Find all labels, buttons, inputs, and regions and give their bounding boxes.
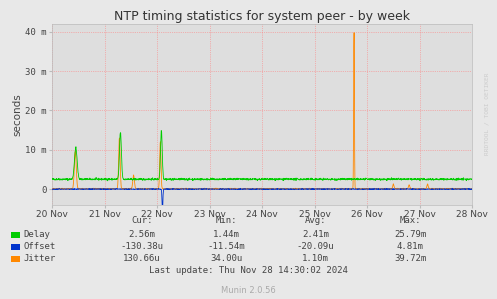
Text: Max:: Max: bbox=[399, 216, 421, 225]
Text: Delay: Delay bbox=[24, 230, 51, 239]
Title: NTP timing statistics for system peer - by week: NTP timing statistics for system peer - … bbox=[114, 10, 410, 23]
Text: 1.10m: 1.10m bbox=[302, 254, 329, 263]
Text: 39.72m: 39.72m bbox=[394, 254, 426, 263]
Text: RRDTOOL / TOBI OETIKER: RRDTOOL / TOBI OETIKER bbox=[485, 72, 490, 155]
Text: Last update: Thu Nov 28 14:30:02 2024: Last update: Thu Nov 28 14:30:02 2024 bbox=[149, 266, 348, 275]
Text: Jitter: Jitter bbox=[24, 254, 56, 263]
Text: 1.44m: 1.44m bbox=[213, 230, 240, 239]
Text: -20.09u: -20.09u bbox=[297, 242, 334, 251]
Text: -11.54m: -11.54m bbox=[207, 242, 245, 251]
Text: 25.79m: 25.79m bbox=[394, 230, 426, 239]
Text: 2.41m: 2.41m bbox=[302, 230, 329, 239]
Text: Offset: Offset bbox=[24, 242, 56, 251]
Text: Min:: Min: bbox=[215, 216, 237, 225]
Y-axis label: seconds: seconds bbox=[12, 93, 22, 136]
Text: 34.00u: 34.00u bbox=[210, 254, 242, 263]
Text: 2.56m: 2.56m bbox=[128, 230, 155, 239]
Text: Cur:: Cur: bbox=[131, 216, 153, 225]
Text: 4.81m: 4.81m bbox=[397, 242, 423, 251]
Text: Avg:: Avg: bbox=[305, 216, 327, 225]
Text: 130.66u: 130.66u bbox=[123, 254, 161, 263]
Text: Munin 2.0.56: Munin 2.0.56 bbox=[221, 286, 276, 295]
Text: -130.38u: -130.38u bbox=[120, 242, 163, 251]
